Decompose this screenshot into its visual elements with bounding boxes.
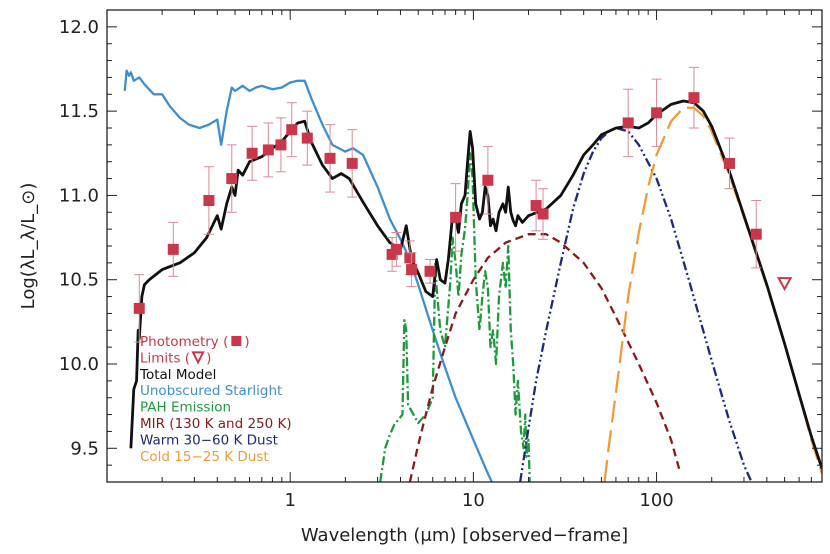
legend-entry-7: Cold 15−25 K Dust bbox=[140, 449, 269, 465]
limit-point-0 bbox=[776, 277, 793, 292]
y-tick-label-0: 9.5 bbox=[70, 438, 99, 459]
legend-label-3: Unobscured Starlight bbox=[140, 383, 282, 399]
y-tick-label-1: 10.0 bbox=[59, 354, 99, 375]
photometry-point-16 bbox=[450, 211, 462, 223]
legend-entry-2: Total Model bbox=[139, 367, 216, 383]
series-line-warm bbox=[519, 126, 753, 482]
photometry-point-12 bbox=[390, 243, 402, 255]
plot-frame bbox=[106, 9, 823, 483]
legend-marker-gap-1: ) bbox=[206, 350, 211, 366]
photometry-point-14 bbox=[406, 264, 418, 276]
series-line-cold bbox=[603, 106, 822, 482]
photometry-point-20 bbox=[622, 117, 634, 129]
photometry-point-6 bbox=[275, 139, 287, 151]
photometry-point-23 bbox=[723, 157, 735, 169]
legend-square-marker bbox=[231, 336, 242, 346]
photometry-point-15 bbox=[424, 265, 436, 277]
legend-entry-5: MIR (130 K and 250 K) bbox=[140, 416, 292, 432]
legend-triangle-marker bbox=[191, 351, 205, 365]
photometry-point-0 bbox=[133, 302, 145, 314]
legend-label-7: Cold 15−25 K Dust bbox=[140, 449, 269, 465]
photometry-point-2 bbox=[203, 194, 215, 206]
y-axis-label: Log(λL_λ/L_⊙) bbox=[18, 183, 39, 310]
photometry-point-8 bbox=[301, 132, 313, 144]
series-line-pah bbox=[379, 152, 531, 482]
legend-entry-1: Limits () bbox=[140, 350, 211, 366]
y-tick-label-3: 11.0 bbox=[59, 185, 99, 206]
points-layer bbox=[133, 66, 793, 343]
legend-label-5: MIR (130 K and 250 K) bbox=[140, 416, 292, 432]
photometry-point-4 bbox=[246, 147, 258, 159]
legend-label-2: Total Model bbox=[139, 367, 216, 383]
legend-label-0: Photometry ( bbox=[140, 334, 228, 350]
x-tick-label-1: 10 bbox=[462, 490, 485, 511]
photometry-point-17 bbox=[482, 174, 494, 186]
legend-entry-4: PAH Emission bbox=[140, 400, 231, 416]
legend-entry-0: Photometry () bbox=[140, 334, 250, 350]
legend-label-1: Limits ( bbox=[140, 350, 190, 366]
photometry-point-7 bbox=[286, 124, 298, 136]
photometry-point-24 bbox=[750, 228, 762, 240]
x-tick-label-0: 1 bbox=[284, 490, 295, 511]
photometry-point-1 bbox=[167, 243, 179, 255]
photometry-point-18 bbox=[530, 200, 542, 212]
photometry-point-9 bbox=[324, 152, 336, 164]
photometry-point-13 bbox=[404, 252, 416, 264]
photometry-point-21 bbox=[651, 107, 663, 119]
y-tick-label-2: 10.5 bbox=[59, 270, 99, 291]
labels-layer: 1 10 100 9.5 10.0 10.5 11.0 11.5 12.0 bbox=[59, 17, 674, 511]
legend-marker-gap-0: ) bbox=[244, 334, 249, 350]
legend-label-4: PAH Emission bbox=[140, 400, 231, 416]
photometry-point-3 bbox=[226, 173, 238, 185]
x-axis-label: Wavelength (μm) [observed−frame] bbox=[301, 525, 628, 546]
ticks-layer bbox=[106, 9, 823, 482]
legend-entry-3: Unobscured Starlight bbox=[140, 383, 282, 399]
y-tick-label-4: 11.5 bbox=[59, 101, 99, 122]
x-tick-label-2: 100 bbox=[639, 490, 673, 511]
series-line-total bbox=[129, 99, 822, 469]
y-tick-label-5: 12.0 bbox=[59, 17, 99, 38]
legend-label-6: Warm 30−60 K Dust bbox=[140, 432, 278, 448]
legend-entry-6: Warm 30−60 K Dust bbox=[140, 432, 278, 448]
photometry-point-19 bbox=[537, 208, 549, 220]
photometry-point-22 bbox=[688, 92, 700, 104]
photometry-point-10 bbox=[346, 157, 358, 169]
legend: Photometry ()Limits ()Total ModelUnobscu… bbox=[139, 334, 292, 465]
series-line-mir bbox=[408, 233, 682, 482]
photometry-point-5 bbox=[262, 144, 274, 156]
